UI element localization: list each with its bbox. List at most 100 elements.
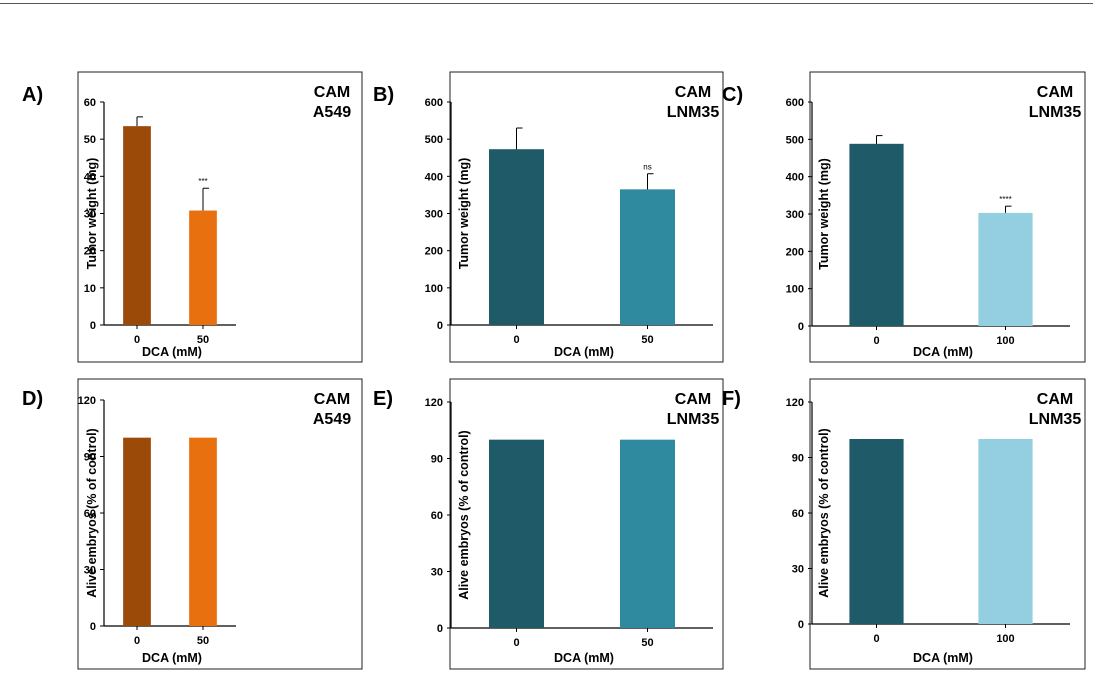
x-tick-label: 0 [134, 635, 140, 647]
y-tick-label: 60 [792, 508, 804, 520]
panel-e: 0 30 60 90 120 0 50 DCA (mM) Alive embryos (% of… [373, 378, 724, 670]
y-tick-label: 30 [84, 209, 96, 221]
bar [123, 126, 151, 326]
panel-letter: A) [22, 84, 43, 106]
bar [488, 439, 545, 628]
y-tick-label: 400 [425, 171, 443, 183]
y-tick-label: 120 [78, 395, 96, 407]
bar [619, 189, 676, 325]
y-tick-label: 90 [431, 454, 443, 466]
y-tick-label: 500 [786, 134, 804, 146]
panel-frame [809, 378, 1086, 670]
y-tick-label: 100 [786, 284, 804, 296]
y-tick-label: 0 [798, 321, 804, 333]
panel-frame [449, 71, 724, 363]
x-axis-label: DCA (mM) [913, 651, 973, 665]
x-tick-label: 0 [513, 334, 519, 346]
cam-label: CAM [1037, 84, 1073, 101]
panel-frame [809, 71, 1086, 363]
panel-letter: D) [22, 388, 43, 410]
y-tick-label: 30 [792, 564, 804, 576]
significance-label: ns [643, 163, 651, 172]
y-tick-label: 200 [786, 246, 804, 258]
y-tick-label: 0 [437, 320, 443, 332]
x-tick-label: 50 [641, 637, 653, 649]
y-tick-label: 40 [84, 171, 96, 183]
bar [619, 439, 676, 628]
panel-letter: E) [373, 388, 393, 410]
bar [189, 437, 217, 626]
y-tick-label: 60 [84, 508, 96, 520]
panel-frame [449, 378, 724, 670]
y-axis-label: Tumor weight (mg) [457, 158, 471, 270]
y-tick-label: 30 [431, 567, 443, 579]
cell-line-label: A549 [313, 411, 351, 428]
y-tick-label: 300 [425, 209, 443, 221]
y-tick-label: 50 [84, 134, 96, 146]
bar [189, 210, 217, 325]
panel-letter: F) [722, 388, 741, 410]
x-axis-label: DCA (mM) [913, 345, 973, 359]
y-axis-label: Alive embryos (% of control) [817, 428, 831, 597]
bar [978, 439, 1033, 624]
y-tick-label: 0 [437, 623, 443, 635]
panel-f: 0 30 60 90 120 0 100 DCA (mM) Alive embryos (% o… [722, 378, 1086, 670]
cell-line-label: LNM35 [667, 411, 720, 428]
bar [123, 437, 151, 626]
y-tick-label: 60 [431, 510, 443, 522]
panel-frame [77, 71, 363, 363]
x-axis-label: DCA (mM) [142, 651, 202, 665]
cam-label: CAM [675, 391, 711, 408]
significance-label: *** [198, 177, 207, 186]
cell-line-label: LNM35 [667, 104, 720, 121]
panel-b: 0 100 200 300 400 500 600 0 50 ns DCA (mM) Tumor we… [373, 71, 724, 363]
panel-d: 0 30 60 90 120 0 50 DCA (mM) Alive embryos (% of… [22, 378, 363, 670]
bar [849, 439, 904, 624]
cell-line-label: LNM35 [1029, 104, 1082, 121]
x-tick-label: 50 [197, 334, 209, 346]
x-tick-label: 0 [134, 334, 140, 346]
y-tick-label: 90 [792, 453, 804, 465]
y-tick-label: 400 [786, 172, 804, 184]
x-tick-label: 100 [996, 633, 1014, 645]
y-axis-label: Alive embryos (% of control) [85, 428, 99, 597]
y-tick-label: 300 [786, 209, 804, 221]
y-tick-label: 600 [425, 97, 443, 109]
x-tick-label: 0 [873, 633, 879, 645]
x-tick-label: 100 [996, 335, 1014, 347]
y-tick-label: 200 [425, 246, 443, 258]
cam-label: CAM [314, 391, 350, 408]
y-tick-label: 30 [84, 565, 96, 577]
x-tick-label: 50 [197, 635, 209, 647]
x-tick-label: 50 [641, 334, 653, 346]
y-tick-label: 90 [84, 452, 96, 464]
y-axis-label: Alive embryos (% of control) [457, 430, 471, 599]
panel-a: 0 10 20 30 40 50 60 0 50 *** DCA (mM) Tumor weight … [22, 71, 363, 363]
x-axis-label: DCA (mM) [554, 651, 614, 665]
y-tick-label: 0 [798, 619, 804, 631]
y-tick-label: 600 [786, 97, 804, 109]
top-rule [0, 3, 1093, 4]
y-tick-label: 0 [90, 320, 96, 332]
x-tick-label: 0 [873, 335, 879, 347]
cam-label: CAM [314, 84, 350, 101]
y-axis-label: Tumor weight (mg) [85, 158, 99, 270]
panel-c: 0 100 200 300 400 500 600 0 100 **** DCA (mM) Tumor… [722, 71, 1086, 363]
cell-line-label: LNM35 [1029, 411, 1082, 428]
x-axis-label: DCA (mM) [554, 345, 614, 359]
y-tick-label: 0 [90, 621, 96, 633]
panel-frame [77, 378, 363, 670]
bar [978, 212, 1033, 326]
panel-letter: B) [373, 84, 394, 106]
significance-label: **** [999, 195, 1011, 204]
cell-line-label: A549 [313, 104, 351, 121]
y-tick-label: 120 [425, 397, 443, 409]
y-axis-label: Tumor weight (mg) [817, 158, 831, 270]
y-tick-label: 10 [84, 283, 96, 295]
cam-label: CAM [675, 84, 711, 101]
y-tick-label: 20 [84, 246, 96, 258]
cam-label: CAM [1037, 391, 1073, 408]
y-tick-label: 500 [425, 134, 443, 146]
panel-letter: C) [722, 84, 743, 106]
